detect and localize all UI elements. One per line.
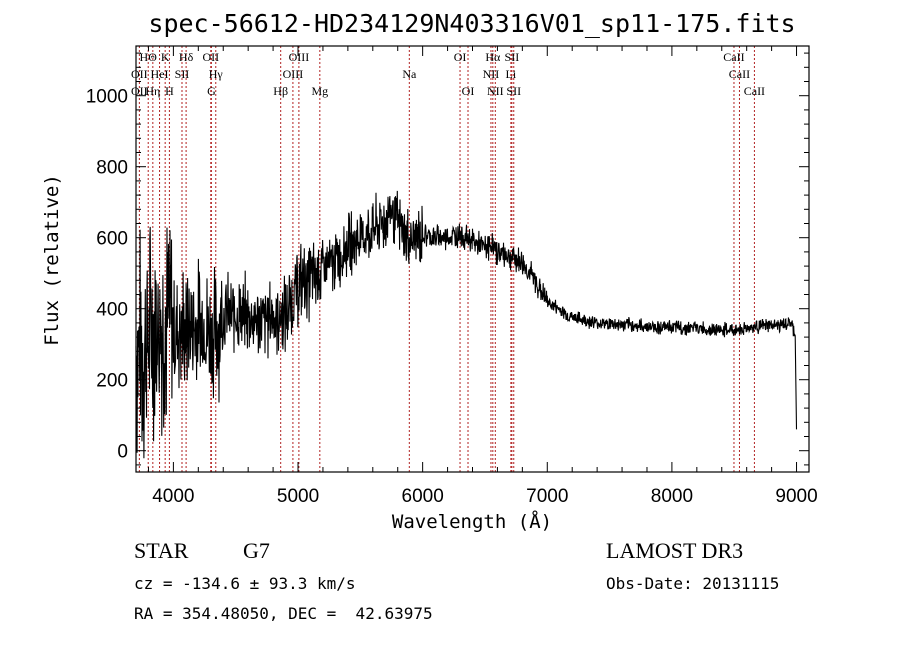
x-axis-ticks: 4000 5000 6000 7000 8000 9000 [147, 46, 818, 507]
y-tick-label: 400 [96, 300, 128, 321]
spectral-line-label: SII [505, 50, 520, 64]
spectral-line-label: SII [175, 67, 190, 81]
spectral-line-label: OI [454, 50, 467, 64]
spectral-line-label: HΘ [140, 50, 158, 64]
spectral-line-label: CaII [729, 67, 750, 81]
object-class: STAR [134, 538, 189, 563]
spectral-line-label: K [161, 50, 170, 64]
spectral-line-label: G [207, 84, 216, 98]
y-tick-label: 1000 [86, 87, 128, 108]
spectral-line-label: CaII [744, 84, 765, 98]
spectral-line-label: OIII [289, 50, 310, 64]
spectral-line-label: HeI [151, 67, 169, 81]
spectral-line-label: SII [506, 84, 521, 98]
spectral-line-label: Hη [145, 84, 160, 98]
y-tick-label: 800 [96, 158, 128, 179]
chart-title: spec-56612-HD234129N403316V01_sp11-175.f… [148, 9, 795, 38]
spectral-line-label: OIII [283, 67, 304, 81]
spectral-line-label: Hγ [209, 67, 224, 81]
flux-series-line [135, 190, 798, 459]
x-tick-label: 4000 [152, 486, 194, 507]
plot-frame [135, 45, 810, 473]
y-axis-ticks: 0 200 400 600 800 1000 [86, 52, 809, 466]
redshift-velocity: cz = -134.6 ± 93.3 km/s [134, 574, 356, 593]
spectral-line-label: H [165, 84, 174, 98]
spectral-line-label: OI [462, 84, 475, 98]
spectral-line-label: Hα [485, 50, 501, 64]
observation-date: Obs-Date: 20131115 [606, 574, 779, 593]
spectral-subclass: G7 [243, 538, 270, 563]
spectral-line-label: Na [402, 67, 417, 81]
spectral-line-label: Hδ [179, 50, 194, 64]
survey-name: LAMOST DR3 [606, 538, 743, 563]
spectral-line-label: OII [131, 67, 148, 81]
x-tick-label: 8000 [651, 486, 693, 507]
x-axis-label: Wavelength (Å) [392, 510, 552, 533]
spectral-line-label: NII [487, 84, 504, 98]
spectral-line-label: Li [506, 67, 517, 81]
y-tick-label: 600 [96, 229, 128, 250]
y-tick-label: 200 [96, 371, 128, 392]
spectral-line-markers [138, 46, 755, 472]
spectral-line-label: Hβ [273, 84, 288, 98]
coordinates: RA = 354.48050, DEC = 42.63975 [134, 604, 433, 623]
spectral-line-label: OII [202, 50, 219, 64]
y-tick-label: 0 [117, 442, 128, 463]
x-tick-label: 9000 [775, 486, 817, 507]
spectral-line-label: NII [483, 67, 500, 81]
spectral-line-label: Mg [311, 84, 328, 98]
x-tick-label: 7000 [526, 486, 568, 507]
x-tick-label: 6000 [402, 486, 444, 507]
y-axis-label: Flux (relative) [41, 174, 63, 346]
spectral-line-label: CaII [723, 50, 744, 64]
spectral-line-label: OII [131, 84, 148, 98]
x-tick-label: 5000 [277, 486, 319, 507]
